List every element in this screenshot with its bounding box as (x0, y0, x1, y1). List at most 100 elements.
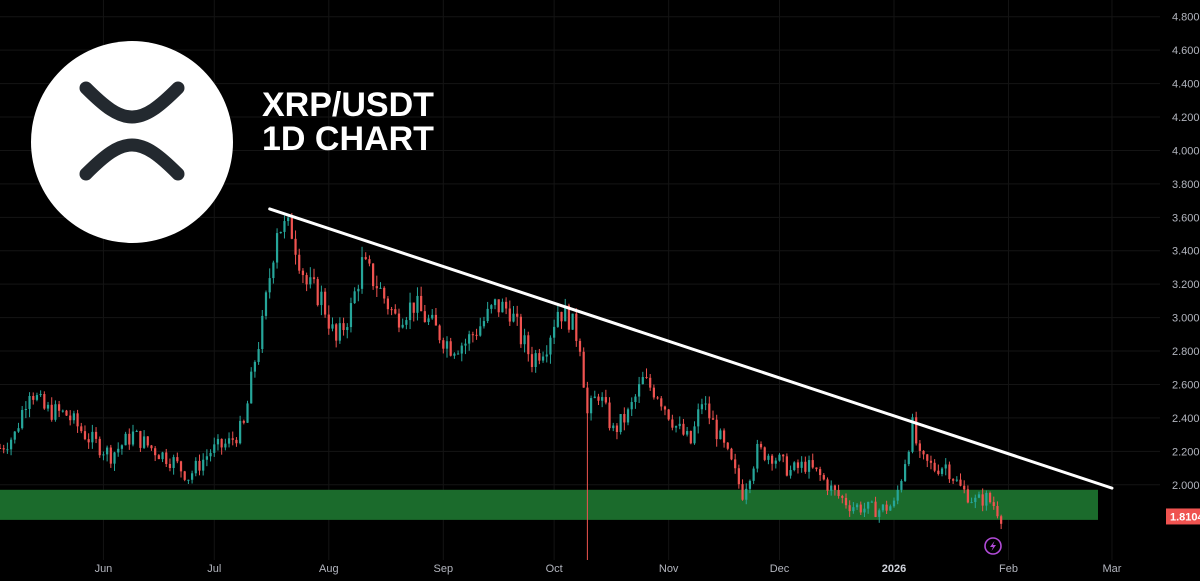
candle-body (456, 353, 460, 355)
candle-body (604, 397, 607, 403)
candle-body (135, 430, 138, 432)
candle-body (589, 398, 593, 414)
candle-body (327, 314, 330, 329)
candle-body (46, 404, 50, 409)
candle-body (508, 308, 511, 322)
candle-body (660, 398, 663, 407)
candle-body (216, 438, 220, 445)
candle-body (830, 485, 833, 491)
candle-body (756, 443, 759, 469)
candle-body (553, 326, 556, 338)
candle-body (782, 454, 785, 457)
y-tick-label: 4.6000 (1172, 45, 1200, 57)
candle-body (464, 343, 467, 346)
candle-body (316, 279, 319, 306)
candle-body (593, 396, 596, 399)
candle-body (301, 270, 305, 276)
candle-body (253, 361, 257, 372)
candle-body (460, 345, 463, 354)
candle-body (264, 292, 268, 316)
candle-body (985, 492, 988, 506)
candle-body (737, 468, 740, 485)
candle-body (844, 497, 848, 506)
candle-body (785, 456, 788, 476)
candle-body (538, 353, 541, 361)
candle-body (549, 337, 552, 355)
candle-body (641, 377, 644, 385)
candle-body (638, 384, 641, 397)
y-tick-label: 2.0000 (1172, 480, 1200, 492)
x-tick-label: Jul (207, 563, 221, 575)
candle-body (700, 404, 704, 410)
candle-body (357, 288, 360, 292)
candle-body (940, 468, 944, 474)
candle-body (952, 479, 955, 481)
candle-body (353, 291, 356, 304)
candle-body (120, 445, 124, 449)
candle-body (582, 351, 585, 388)
candle-body (6, 449, 9, 451)
candle-body (331, 324, 334, 329)
candle-body (157, 455, 160, 460)
candle-body (992, 502, 995, 507)
candle-body (335, 324, 338, 341)
candle-body (822, 475, 825, 480)
candle-body (863, 508, 866, 513)
y-tick-label: 2.6000 (1172, 379, 1200, 391)
xrp-logo (31, 41, 233, 243)
candle-body (745, 488, 748, 500)
candle-body (401, 324, 404, 328)
candle-body (567, 305, 571, 330)
candle-body (486, 308, 489, 322)
candle-body (360, 257, 364, 289)
candle-body (711, 418, 715, 420)
y-tick-label: 4.0000 (1172, 145, 1200, 157)
candle-body (102, 454, 105, 456)
x-tick-label: Nov (659, 563, 679, 575)
candle-body (246, 403, 249, 423)
candle-body (970, 502, 973, 504)
candle-body (194, 460, 197, 474)
candle-body (674, 426, 678, 428)
candle-body (837, 490, 840, 496)
candle-body (545, 354, 548, 357)
candle-body (224, 443, 227, 448)
x-tick-label: Feb (999, 563, 1018, 575)
candle-body (490, 305, 493, 309)
candle-body (804, 461, 807, 472)
candle-body (667, 409, 670, 420)
candle-body (449, 341, 452, 356)
candle-body (892, 500, 896, 507)
candle-body (612, 425, 615, 429)
candle-body (586, 387, 589, 414)
candle-body (0, 448, 2, 449)
candle-body (981, 494, 984, 506)
candle-body (349, 303, 353, 328)
candle-body (693, 426, 696, 444)
candle-body (601, 397, 604, 401)
candle-body (645, 377, 648, 379)
candle-body (819, 469, 822, 476)
candle-body (652, 387, 655, 398)
candle-body (885, 504, 888, 511)
candle-body (2, 448, 5, 450)
candle-body (933, 462, 936, 471)
candle-body (412, 302, 415, 313)
candle-body (54, 404, 57, 420)
candle-body (213, 444, 216, 453)
candle-body (630, 402, 633, 410)
candle-body (1000, 516, 1003, 524)
x-axis: Jun Jul Aug Sep Oct Nov Dec 2026 Feb Mar (95, 563, 1122, 575)
candle-body (142, 436, 146, 448)
candle-body (394, 309, 397, 314)
candle-body (497, 299, 500, 313)
candle-body (342, 323, 345, 331)
candle-body (881, 504, 885, 511)
candle-body (926, 454, 929, 461)
candle-body (512, 313, 515, 322)
candle-body (154, 448, 157, 456)
candle-body (165, 452, 168, 464)
candle-body (80, 426, 83, 432)
candle-body (468, 334, 471, 344)
lightning-alert-icon[interactable] (984, 537, 1002, 555)
